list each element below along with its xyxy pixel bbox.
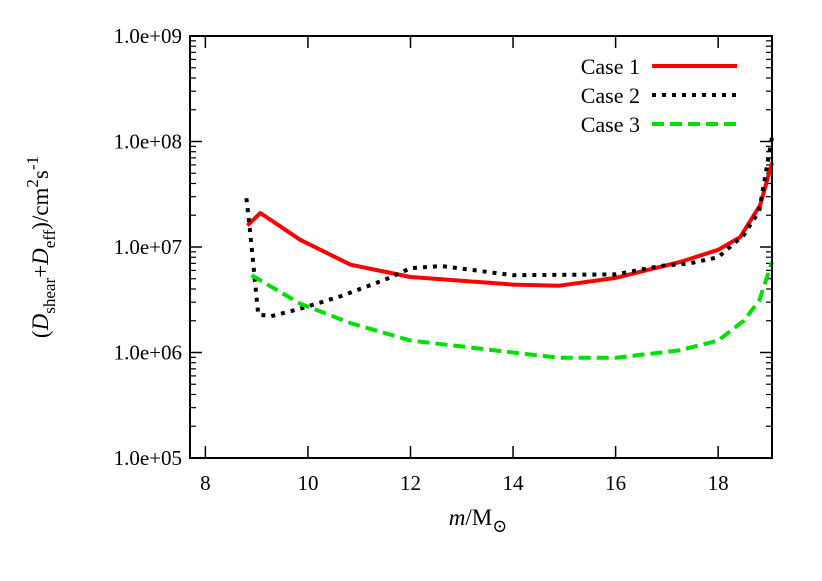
y-tick-label: 1.0e+06 — [114, 341, 182, 365]
x-label-unit: /M — [465, 505, 492, 530]
y-tick-label: 1.0e+08 — [114, 130, 182, 154]
axis-ticks: 8 10 12 14 16 18 1.0e+05 1.0e+06 1.0e+07 1.0e+08 1… — [114, 24, 772, 495]
x-tick-label: 18 — [708, 471, 729, 495]
y-label-sup1: 2 — [23, 179, 42, 188]
x-tick-label: 10 — [297, 471, 318, 495]
y-tick-label: 1.0e+07 — [114, 235, 182, 259]
y-label-plus: + — [28, 265, 53, 278]
y-label-sub1: shear — [40, 278, 59, 314]
series-line-1 — [246, 162, 774, 288]
x-tick-label: 8 — [200, 471, 211, 495]
series-line-2 — [244, 136, 774, 319]
series-lines — [244, 136, 774, 360]
x-tick-label: 12 — [400, 471, 421, 495]
y-label-unit: )/cm — [28, 187, 53, 229]
x-tick-label: 14 — [503, 471, 525, 495]
x-axis-label: m/M⊙ — [449, 505, 508, 536]
x-tick-label: 16 — [605, 471, 626, 495]
y-tick-label: 1.0e+05 — [114, 446, 182, 470]
y-label-d2: D — [28, 248, 53, 266]
series-line-3 — [250, 261, 774, 360]
x-label-m: m — [449, 505, 466, 530]
y-label-d1: D — [28, 313, 53, 331]
x-label-sun: ⊙ — [492, 516, 507, 536]
y-label-open: ( — [28, 330, 53, 338]
legend-label-case-2: Case 2 — [581, 83, 640, 108]
y-label-sub2: eff — [40, 229, 59, 248]
legend-label-case-1: Case 1 — [581, 54, 640, 79]
y-label-s: s — [28, 170, 53, 179]
legend-label-case-3: Case 3 — [581, 112, 640, 137]
y-tick-label: 1.0e+09 — [114, 24, 182, 48]
y-axis-label: (Dshear+Deff)/cm2s-1 — [23, 156, 59, 338]
plot-border — [189, 35, 773, 459]
y-label-sup2: -1 — [23, 156, 42, 170]
legend: Case 1 Case 2 Case 3 — [581, 54, 737, 137]
